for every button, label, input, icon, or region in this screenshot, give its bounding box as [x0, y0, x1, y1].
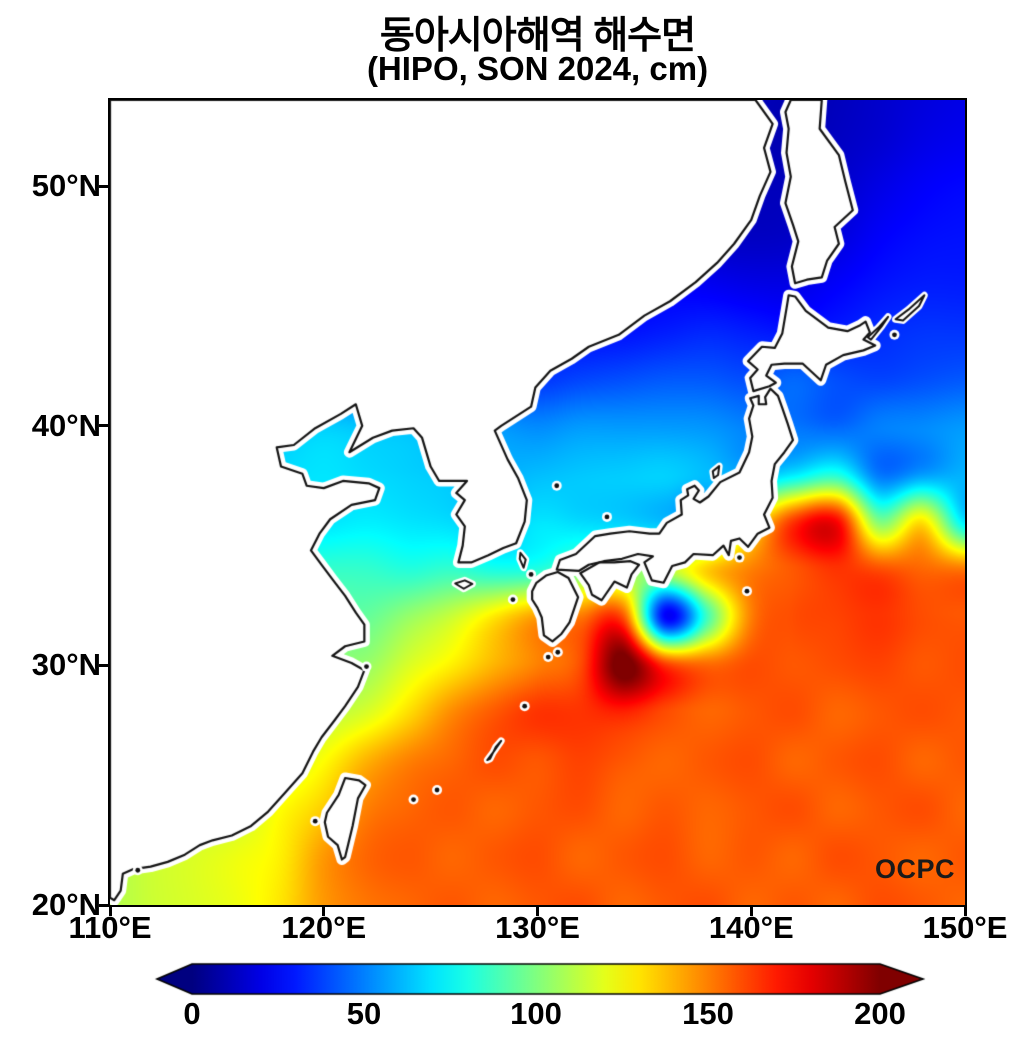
- colorbar-tick-label: 50: [346, 996, 382, 1031]
- y-axis-tick-mark: [99, 903, 108, 907]
- figure-title: 동아시아해역 해수면: [379, 15, 696, 57]
- y-axis-tick-label: 20°N: [31, 887, 101, 922]
- y-axis-tick-label: 30°N: [31, 647, 101, 683]
- x-axis-tick-label: 140°E: [708, 910, 794, 945]
- x-axis-tick-mark: [963, 907, 967, 916]
- x-axis-tick-mark: [322, 907, 326, 916]
- x-axis-tick-mark: [536, 907, 539, 916]
- colorbar-tick-label: 100: [510, 996, 562, 1031]
- x-axis-tick-label: 150°E: [922, 910, 1008, 945]
- x-axis-tick-mark: [108, 907, 112, 916]
- colorbar-tick-label: 150: [682, 996, 734, 1031]
- colorbar-canvas: [145, 961, 935, 997]
- x-axis-tick-label: 110°E: [68, 910, 152, 945]
- figure-subtitle: (HIPO, SON 2024, cm): [366, 50, 709, 87]
- colorbar-tick-label: 200: [854, 996, 906, 1031]
- colorbar-tick-label: 0: [183, 996, 201, 1031]
- watermark-ocpc: OCPC: [874, 854, 955, 884]
- y-axis-tick-mark: [99, 424, 108, 428]
- x-axis-tick-label: 130°E: [495, 910, 580, 945]
- y-axis-tick-mark: [99, 663, 108, 667]
- x-axis-tick-mark: [749, 907, 753, 916]
- y-axis-tick-label: 50°N: [31, 168, 101, 204]
- map-plot-area: OCPC: [108, 98, 967, 907]
- sea-level-heatmap-canvas: [110, 100, 965, 905]
- y-axis-tick-label: 40°N: [31, 407, 101, 443]
- y-axis-tick-mark: [99, 184, 108, 188]
- x-axis-tick-label: 120°E: [281, 910, 367, 945]
